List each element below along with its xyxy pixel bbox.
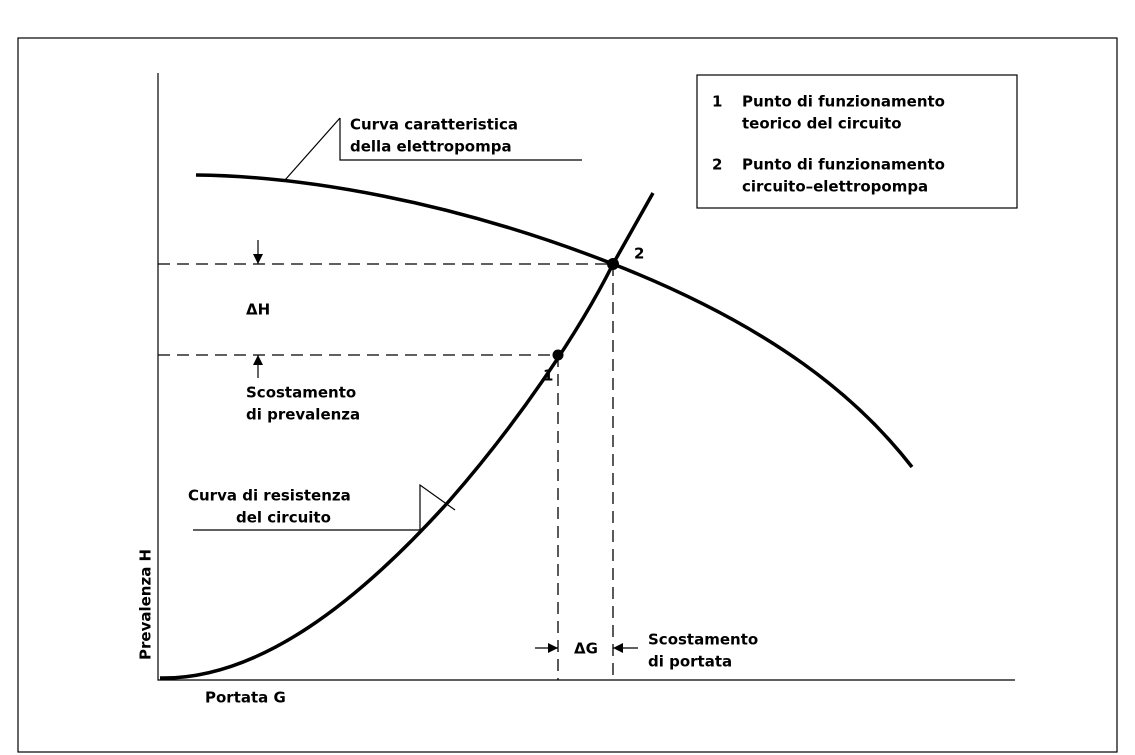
legend-text: teorico del circuito xyxy=(742,115,902,133)
guide-lines xyxy=(158,263,614,680)
point-2 xyxy=(607,258,619,270)
leader xyxy=(193,483,456,531)
label: di prevalenza xyxy=(246,406,360,424)
label: Scostamento xyxy=(648,631,758,649)
label: Scostamento xyxy=(246,384,356,402)
point-label: 2 xyxy=(634,245,644,263)
label: Curva caratteristica xyxy=(350,116,518,134)
label: della elettropompa xyxy=(350,138,512,156)
label: di portata xyxy=(648,653,732,671)
frame xyxy=(17,37,1118,753)
legend-number: 1 xyxy=(712,93,722,111)
legend-number: 2 xyxy=(712,156,722,174)
label: ΔH xyxy=(246,301,270,319)
legend-text: Punto di funzionamento xyxy=(742,156,945,174)
point-label: 1 xyxy=(543,367,553,385)
resistance-curve xyxy=(159,192,655,680)
y-axis-label: Prevalenza H xyxy=(137,549,155,660)
legend-box xyxy=(696,74,1018,209)
label: del circuito xyxy=(236,509,331,527)
x-axis-label: Portata G xyxy=(205,689,286,707)
label: Curva di resistenza xyxy=(188,487,351,505)
label: ΔG xyxy=(574,640,598,658)
point-1 xyxy=(552,349,564,361)
axes xyxy=(157,73,1015,681)
legend-text: Punto di funzionamento xyxy=(742,93,945,111)
leader xyxy=(284,117,582,181)
legend-text: circuito–elettropompa xyxy=(742,178,928,196)
